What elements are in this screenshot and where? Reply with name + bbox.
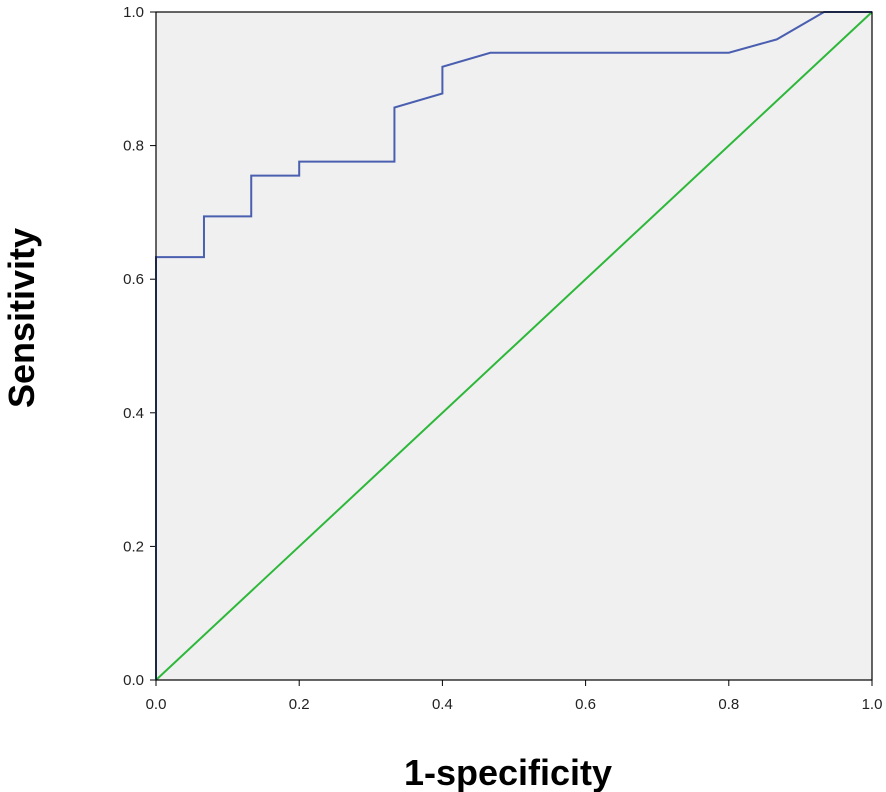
y-axis-ticks: 0.0 0.2 0.4 0.6 0.8 1.0 <box>123 4 156 689</box>
x-tick-label: 0.4 <box>432 696 453 713</box>
x-tick-label: 0.0 <box>146 696 167 713</box>
y-tick-label: 1.0 <box>123 4 144 21</box>
x-tick-label: 0.2 <box>289 696 310 713</box>
x-axis-ticks: 0.0 0.2 0.4 0.6 0.8 1.0 <box>146 680 883 713</box>
y-tick-label: 0.0 <box>123 672 144 689</box>
reference-line <box>155 11 873 681</box>
x-axis-title: 1-specificity <box>404 752 612 792</box>
y-axis-title: Sensitivity <box>1 228 42 408</box>
y-tick-label: 0.8 <box>123 138 144 155</box>
x-tick-label: 0.6 <box>575 696 596 713</box>
x-tick-label: 0.8 <box>718 696 739 713</box>
y-tick-label: 0.2 <box>123 538 144 555</box>
roc-curve <box>155 11 872 680</box>
y-tick-label: 0.4 <box>123 405 144 422</box>
y-tick-label: 0.6 <box>123 271 144 288</box>
series-layer <box>155 11 873 681</box>
x-tick-label: 1.0 <box>862 696 883 713</box>
plot-frame <box>155 11 873 681</box>
